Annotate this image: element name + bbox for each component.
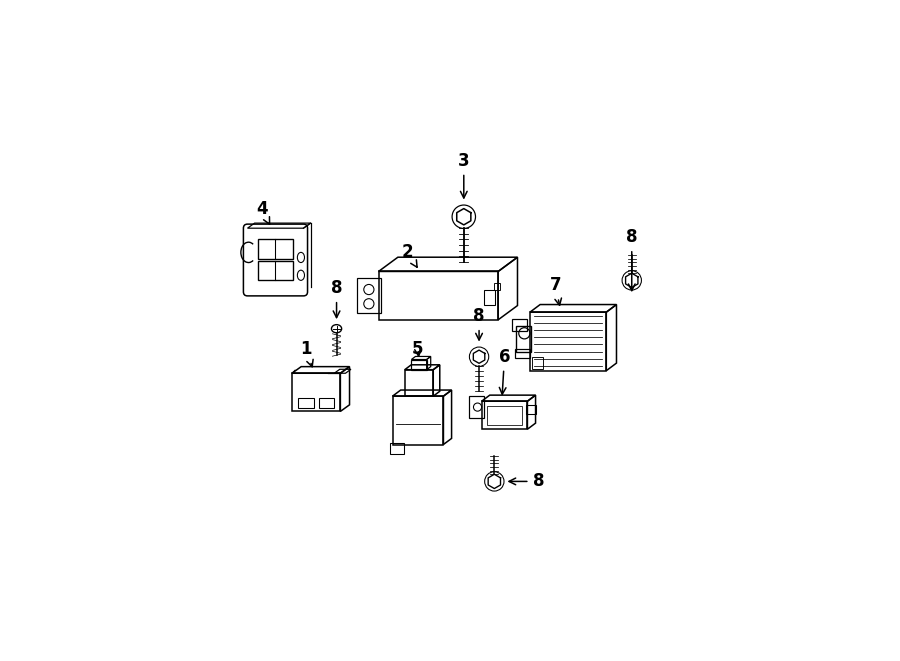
Bar <box>516 326 531 352</box>
Text: 2: 2 <box>402 243 417 267</box>
Text: 8: 8 <box>509 473 544 490</box>
Bar <box>526 405 536 414</box>
Bar <box>356 278 381 313</box>
Bar <box>515 349 530 358</box>
Bar <box>487 407 522 425</box>
Text: 8: 8 <box>331 279 342 317</box>
Bar <box>319 398 334 408</box>
Bar <box>511 319 526 331</box>
Bar <box>390 444 404 453</box>
Bar <box>532 358 544 369</box>
Text: 8: 8 <box>626 228 637 291</box>
Bar <box>299 398 313 408</box>
Text: 7: 7 <box>550 276 562 305</box>
Text: 4: 4 <box>256 200 270 224</box>
Bar <box>484 290 495 305</box>
Bar <box>258 239 292 259</box>
Text: 1: 1 <box>301 340 313 367</box>
Text: 6: 6 <box>499 348 510 394</box>
Bar <box>258 261 292 280</box>
Bar <box>470 397 483 418</box>
Text: 5: 5 <box>412 340 424 358</box>
Text: 8: 8 <box>473 307 485 340</box>
Text: 3: 3 <box>458 152 470 198</box>
Bar <box>494 284 500 290</box>
